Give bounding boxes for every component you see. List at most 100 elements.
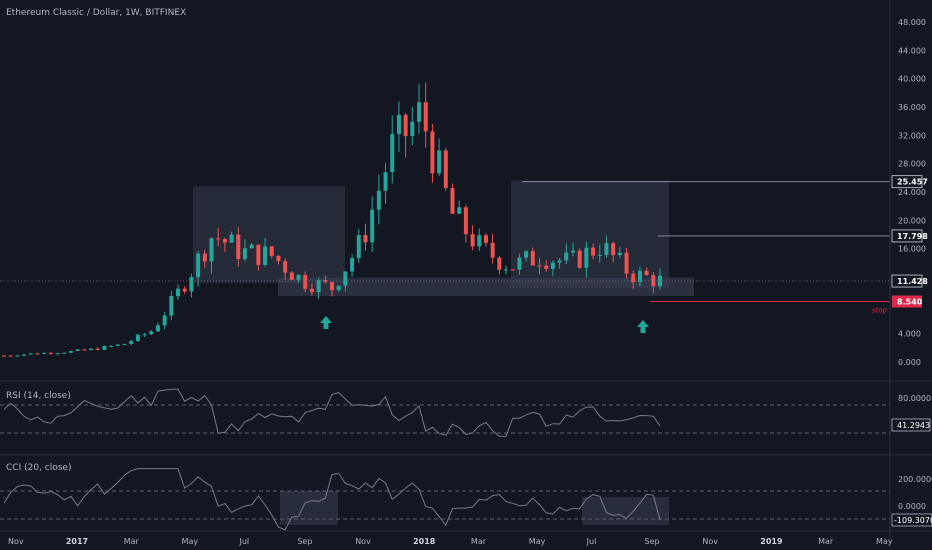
candle-body[interactable] (28, 353, 33, 355)
candle-body[interactable] (323, 279, 328, 283)
candle-body[interactable] (390, 134, 395, 173)
candle-body[interactable] (48, 352, 53, 354)
candle-body[interactable] (490, 242, 495, 258)
candle-body[interactable] (249, 244, 254, 249)
candle-body[interactable] (189, 277, 194, 292)
candle-body[interactable] (450, 187, 455, 214)
candle-body[interactable] (216, 238, 221, 240)
candle-body[interactable] (209, 238, 214, 262)
candle-body[interactable] (62, 352, 67, 354)
candle-body[interactable] (430, 131, 435, 174)
candle-body[interactable] (309, 288, 314, 293)
candle-body[interactable] (597, 255, 602, 257)
candle-body[interactable] (644, 270, 649, 276)
rsi-label[interactable]: RSI (14, close) (6, 391, 71, 401)
candle-body[interactable] (550, 262, 555, 269)
candle-body[interactable] (129, 340, 134, 344)
candle-body[interactable] (524, 251, 529, 258)
candle-body[interactable] (89, 348, 94, 350)
candle-body[interactable] (370, 209, 375, 243)
candle-body[interactable] (624, 252, 629, 274)
candle-body[interactable] (303, 274, 308, 289)
candle-body[interactable] (564, 252, 569, 261)
candle-body[interactable] (497, 257, 502, 270)
candle-body[interactable] (68, 350, 73, 353)
candle-body[interactable] (376, 190, 381, 210)
candle-body[interactable] (544, 265, 549, 269)
candle-body[interactable] (457, 207, 462, 214)
candle-body[interactable] (504, 269, 509, 271)
price-axis[interactable]: 48.000 44.000 40.000 36.000 32.000 28.000 24.0… (898, 18, 926, 367)
candle-body[interactable] (155, 325, 160, 332)
candle-body[interactable] (42, 352, 47, 354)
candle-body[interactable] (122, 343, 127, 345)
candle-body[interactable] (316, 279, 321, 293)
candle-body[interactable] (15, 355, 20, 357)
candle-body[interactable] (477, 235, 482, 247)
candle-body[interactable] (35, 353, 40, 355)
candle-body[interactable] (283, 261, 288, 273)
candle-body[interactable] (109, 345, 114, 347)
candle-body[interactable] (236, 234, 241, 259)
candle-body[interactable] (330, 282, 334, 291)
candle-body[interactable] (176, 288, 181, 297)
candle-body[interactable] (296, 274, 301, 280)
candle-body[interactable] (410, 121, 415, 137)
candle-body[interactable] (443, 150, 448, 188)
candle-body[interactable] (350, 258, 355, 272)
chart-title[interactable]: Ethereum Classic / Dollar, 1W, BITFINEX (6, 8, 186, 18)
candle-body[interactable] (604, 243, 609, 256)
candle-body[interactable] (182, 288, 187, 292)
candle-body[interactable] (557, 260, 562, 263)
candle-body[interactable] (202, 253, 207, 262)
candle-body[interactable] (417, 102, 422, 122)
candle-body[interactable] (22, 354, 27, 356)
candle-body[interactable] (196, 253, 201, 278)
cci-label[interactable]: CCI (20, close) (6, 463, 71, 473)
candle-body[interactable] (363, 235, 368, 243)
candle-body[interactable] (530, 251, 535, 266)
candles-layer[interactable] (2, 82, 662, 357)
candle-body[interactable] (256, 244, 261, 265)
candle-body[interactable] (229, 234, 234, 243)
candle-body[interactable] (55, 353, 60, 355)
candle-body[interactable] (510, 269, 515, 271)
candle-body[interactable] (169, 296, 174, 316)
time-axis[interactable]: Nov 2017 Mar May Jul Sep Nov 2018 Mar May Jul Sep No… (8, 537, 893, 546)
candle-body[interactable] (570, 250, 575, 253)
candle-body[interactable] (591, 247, 596, 256)
candle-body[interactable] (149, 331, 154, 335)
candle-body[interactable] (102, 346, 107, 350)
candle-body[interactable] (631, 273, 636, 283)
candle-body[interactable] (651, 275, 656, 287)
candle-body[interactable] (517, 257, 522, 270)
candle-body[interactable] (289, 272, 294, 280)
candle-body[interactable] (403, 114, 408, 137)
candle-body[interactable] (637, 270, 642, 283)
candle-body[interactable] (115, 344, 120, 346)
candle-body[interactable] (577, 250, 582, 268)
candle-body[interactable] (537, 265, 542, 267)
candle-body[interactable] (617, 252, 622, 256)
candle-body[interactable] (95, 348, 100, 350)
candle-body[interactable] (463, 207, 468, 235)
candle-body[interactable] (343, 271, 348, 286)
candle-body[interactable] (584, 247, 589, 268)
candle-body[interactable] (82, 349, 87, 351)
candle-body[interactable] (135, 334, 140, 341)
candle-body[interactable] (242, 248, 247, 259)
candle-body[interactable] (263, 246, 268, 265)
candle-body[interactable] (222, 239, 227, 243)
candle-body[interactable] (269, 246, 274, 256)
candle-body[interactable] (8, 355, 13, 357)
candle-body[interactable] (75, 349, 80, 351)
candle-body[interactable] (437, 150, 442, 174)
candle-body[interactable] (611, 243, 616, 256)
candle-body[interactable] (162, 315, 167, 326)
candle-body[interactable] (483, 235, 488, 243)
candle-body[interactable] (396, 114, 401, 135)
candle-body[interactable] (276, 255, 281, 262)
candle-body[interactable] (356, 235, 361, 259)
candle-body[interactable] (2, 355, 6, 357)
